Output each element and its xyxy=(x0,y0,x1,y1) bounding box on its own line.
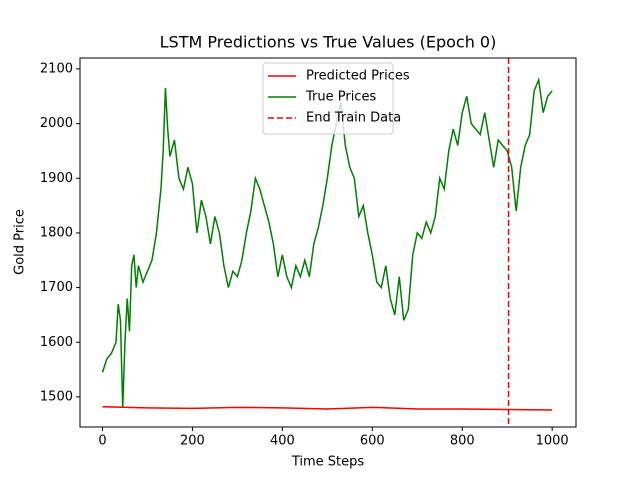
legend-label: True Prices xyxy=(305,90,376,105)
y-tick-label: 1800 xyxy=(40,225,73,240)
y-tick-label: 2000 xyxy=(40,116,73,131)
data-line xyxy=(102,406,553,411)
x-tick-label: 800 xyxy=(450,434,475,449)
y-tick-label: 1600 xyxy=(40,335,73,350)
y-tick-label: 1500 xyxy=(40,389,73,404)
y-axis-label: Gold Price xyxy=(13,209,28,275)
y-tick-label: 1700 xyxy=(40,280,73,295)
x-tick-label: 1000 xyxy=(536,434,569,449)
data-line xyxy=(101,77,553,408)
x-tick-label: 200 xyxy=(180,434,205,449)
y-tick-label: 1900 xyxy=(40,171,73,186)
x-tick-label: 600 xyxy=(360,434,385,449)
chart-title: LSTM Predictions vs True Values (Epoch 0… xyxy=(160,33,497,52)
legend-box xyxy=(262,62,394,135)
axes-frame xyxy=(79,57,577,428)
legend-label: Predicted Prices xyxy=(306,69,410,84)
legend-label: End Train Data xyxy=(306,111,401,126)
x-tick-label: 400 xyxy=(270,434,295,449)
x-tick-label: 0 xyxy=(98,434,106,449)
y-tick-label: 2100 xyxy=(40,61,73,76)
x-axis-label: Time Steps xyxy=(291,455,365,470)
